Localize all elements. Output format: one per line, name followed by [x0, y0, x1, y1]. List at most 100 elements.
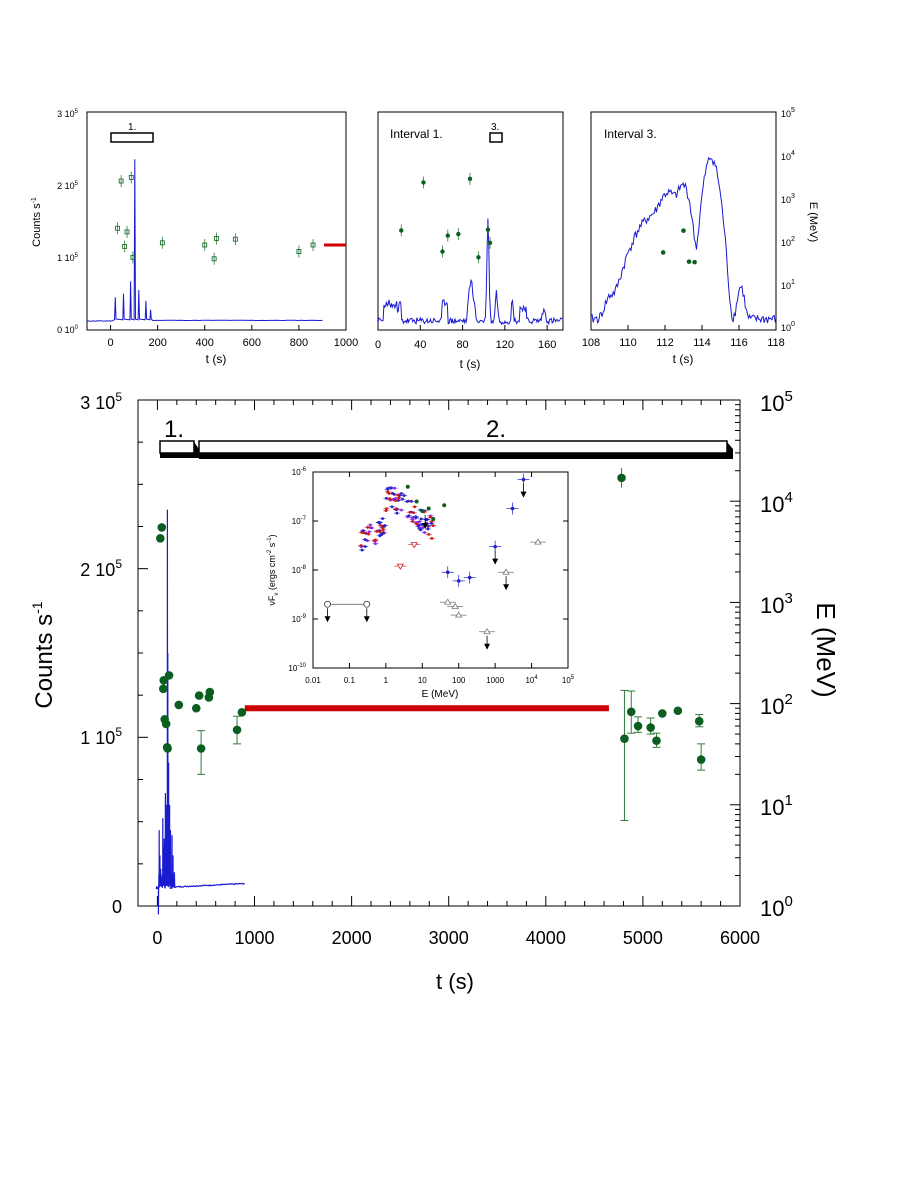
inset-cloud-point [423, 531, 426, 534]
top-left-photons [115, 171, 316, 265]
main-photon-point [694, 716, 704, 726]
top-right-label: Interval 3. [604, 127, 657, 141]
tl-photon-point [159, 240, 165, 246]
top-left-xlabel: t (s) [206, 352, 227, 366]
tl-photon-point [122, 244, 128, 249]
inset-cloud-point [415, 522, 419, 526]
main-photon-point [673, 706, 683, 716]
tm-xtick-label: 0 [375, 339, 381, 351]
interval-1-label: 1. [164, 416, 184, 443]
top-middle-label: Interval 1. [390, 127, 443, 141]
main-rtick-1: 101 [760, 792, 793, 820]
inset-cloud-point [388, 497, 392, 501]
inset-green-point [442, 503, 447, 508]
top-middle-lightcurve [377, 218, 563, 326]
inset-blue-point [467, 575, 472, 580]
main-photon-point [633, 721, 643, 731]
main-y-left-ticks: 0 1 105 2 105 3 105 [80, 390, 122, 917]
inset-xtick-label: 104 [525, 675, 538, 685]
top-middle-panel: Interval 1. 3. 0 40 80 120 160 t (s) [375, 111, 564, 371]
tl-photon-point [310, 242, 316, 248]
inset-blue-point [445, 570, 450, 575]
inset-cloud-point [378, 530, 382, 534]
top-right-y-ticks: 100 101 102 103 104 105 [781, 107, 795, 333]
inset-cloud-point [395, 511, 399, 515]
inset-ytick-0: 10-10 [288, 663, 306, 673]
inset-xtick-label: 0.1 [344, 676, 356, 685]
inset-cloud-point [401, 497, 404, 501]
main-lightcurve-line [155, 509, 245, 915]
main-rtick-0: 100 [760, 893, 793, 921]
main-xtick-label: 3000 [429, 928, 469, 948]
inset-grey-triangle [483, 627, 491, 635]
inset-cloud-point [381, 526, 385, 530]
inset-cloud-point [400, 492, 403, 495]
tl-xtick-label: 800 [290, 337, 308, 349]
main-interval-1: 1. [159, 416, 199, 458]
tl-ytick-3: 3 105 [57, 109, 79, 119]
main-photon-point [617, 473, 626, 483]
top-right-x-ticks: 108 110 112 114 116 118 [582, 325, 785, 349]
main-photon-point [157, 523, 167, 532]
tm-xtick-label: 80 [456, 339, 468, 351]
main-y-right-ticks: 100 101 102 103 104 105 [760, 388, 793, 921]
inset-cloud-point [419, 517, 423, 521]
main-panel: 1. 2. 0 1 105 2 105 3 105 100 101 102 10… [29, 388, 841, 994]
main-photon-point [232, 725, 242, 735]
inset-cloud-point [375, 530, 379, 533]
inset-frame [312, 471, 569, 669]
tm-lightcurve-line [377, 218, 563, 326]
inset-green-point [426, 506, 431, 511]
main-photon-point [191, 703, 201, 713]
inset-cloud-point [420, 523, 423, 526]
inset-blue-point [510, 506, 515, 511]
inset-arrow-head [324, 616, 331, 623]
inset-cloud-point [390, 505, 394, 509]
top-middle-interval-box [489, 132, 503, 143]
main-photon-point [620, 734, 629, 743]
main-ytick-3: 3 105 [80, 390, 122, 413]
main-photon-point [194, 691, 204, 700]
inset-cloud-point [394, 499, 397, 503]
inset-xtick-label: 10 [418, 676, 427, 685]
main-ytick-2: 2 105 [80, 557, 122, 580]
main-rtick-4: 104 [760, 489, 793, 517]
top-right-panel: Interval 3. 100 101 102 103 104 105 108 1… [582, 107, 819, 366]
tm-photon-point [476, 255, 481, 260]
inset-red-triangle [410, 542, 418, 549]
inset-xlabel: E (MeV) [422, 689, 459, 700]
inset-cloud-point [407, 514, 411, 518]
inset-arrow-head [503, 584, 510, 591]
inset-cloud-point [377, 520, 381, 524]
main-rtick-2: 102 [760, 691, 793, 719]
inset-arrow-head [492, 558, 499, 565]
main-ytick-0: 0 [112, 897, 122, 917]
inset-ytick-4: 10-6 [292, 467, 307, 477]
tl-photon-point [118, 178, 124, 184]
top-left-lightcurve [86, 159, 323, 322]
inset-green-point [414, 499, 419, 504]
inset-xtick-label: 1 [384, 676, 389, 685]
inset-cloud-point [419, 528, 423, 532]
inset-cloud-point [411, 520, 415, 523]
inset-cloud-point [429, 521, 433, 525]
inset-blue-point [493, 544, 497, 549]
top-right-lightcurve [590, 156, 776, 325]
inset-xtick-label: 105 [562, 675, 575, 685]
inset-xtick-label: 1000 [486, 676, 504, 685]
inset-xtick-label: 100 [452, 676, 466, 685]
main-photons [156, 468, 706, 821]
inset-points [324, 473, 546, 650]
inset-cloud-point [408, 510, 412, 514]
tl-xtick-label: 200 [148, 337, 166, 349]
inset-cloud-point [412, 511, 416, 515]
tl-xtick-label: 1000 [334, 337, 358, 349]
inset-cloud-point [410, 499, 413, 503]
inset-ul-circle [363, 600, 371, 608]
inset-cloud-point [431, 524, 435, 528]
top-left-interval-box [110, 132, 154, 143]
tr-ytick-0: 100 [781, 321, 795, 333]
main-xtick-label: 2000 [332, 928, 372, 948]
top-right-ylabel: E (MeV) [807, 202, 819, 242]
